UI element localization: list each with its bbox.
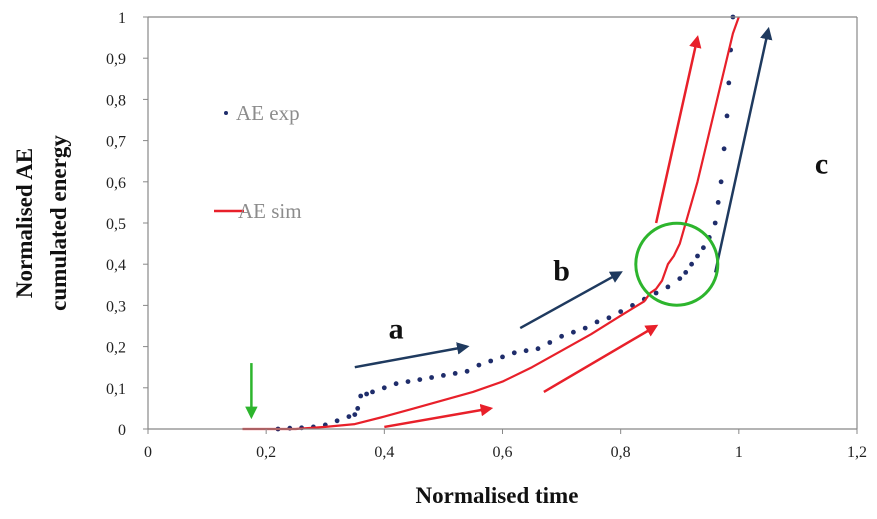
- data-point-ae-exp: [726, 80, 732, 86]
- y-tick-label: 0,5: [106, 216, 126, 233]
- y-tick-label: 0,1: [106, 381, 126, 398]
- annotation-arrow: [384, 403, 494, 429]
- x-axis-title: Normalised time: [416, 483, 579, 508]
- legend: AE exp AE sim: [214, 101, 302, 223]
- annotation-arrow: [543, 324, 659, 393]
- data-point-ae-exp: [724, 113, 730, 119]
- y-tick-label: 0,8: [106, 92, 126, 109]
- data-point-ae-exp: [417, 377, 423, 382]
- y-tick-label: 0,9: [106, 51, 126, 68]
- y-tick-label: 1: [118, 10, 126, 27]
- series-line-ae-sim: [242, 16, 740, 431]
- data-point-ae-exp: [715, 200, 721, 205]
- data-point-ae-exp: [523, 348, 529, 354]
- data-point-ae-exp: [464, 368, 470, 374]
- y-tick-label: 0,6: [106, 175, 126, 192]
- data-point-ae-exp: [712, 220, 718, 226]
- data-point-ae-exp: [405, 379, 411, 384]
- legend-marker-ae-exp: [224, 111, 228, 115]
- y-axis-title-line1: Normalised AE: [12, 148, 37, 298]
- data-point-ae-exp: [358, 393, 364, 399]
- y-tick-label: 0: [118, 422, 126, 439]
- x-tick-label: 1,2: [847, 444, 867, 461]
- data-point-ae-exp: [500, 354, 505, 360]
- data-point-ae-exp: [476, 362, 482, 368]
- data-point-ae-exp: [695, 253, 700, 259]
- data-point-ae-exp: [393, 381, 399, 387]
- x-tick-label: 0,8: [611, 444, 631, 461]
- y-tick-label: 0,3: [106, 298, 126, 315]
- data-point-ae-exp: [677, 276, 683, 281]
- data-point-ae-exp: [352, 412, 358, 417]
- y-tick-label: 0,4: [106, 257, 126, 274]
- data-point-ae-exp: [559, 333, 564, 339]
- data-point-ae-exp: [334, 418, 340, 424]
- legend-label-ae-exp: AE exp: [236, 101, 300, 125]
- data-point-ae-exp: [618, 309, 624, 314]
- annotation-label-b: b: [553, 255, 570, 288]
- annotation-label-c: c: [815, 148, 828, 181]
- data-point-ae-exp: [582, 325, 588, 331]
- x-tick-label: 1: [735, 444, 743, 461]
- x-tick-label: 0,6: [493, 444, 513, 461]
- data-point-ae-exp: [346, 414, 352, 419]
- data-point-ae-exp: [653, 290, 659, 296]
- annotation-arrow: [519, 271, 623, 330]
- annotation-arrow: [354, 342, 470, 369]
- data-point-ae-exp: [721, 146, 727, 152]
- highlight-circle: [634, 221, 720, 307]
- data-point-ae-exp: [355, 406, 361, 411]
- x-tick-label: 0,4: [374, 444, 394, 461]
- data-point-ae-exp: [488, 358, 494, 364]
- chart-marks: [242, 14, 740, 432]
- annotations: a b c: [245, 26, 828, 429]
- data-point-ae-exp: [381, 385, 387, 391]
- data-point-ae-exp: [370, 389, 375, 395]
- data-point-ae-exp: [683, 270, 689, 275]
- data-point-ae-exp: [594, 319, 600, 325]
- data-point-ae-exp: [452, 371, 458, 376]
- data-point-ae-exp: [547, 340, 553, 345]
- data-point-ae-exp: [606, 315, 612, 321]
- data-point-ae-exp: [429, 375, 434, 380]
- data-point-ae-exp: [665, 284, 671, 290]
- data-point-ae-exp: [535, 346, 541, 352]
- data-point-ae-exp: [571, 329, 576, 335]
- data-point-ae-exp: [511, 350, 517, 356]
- chart-ticks: 0 0,2 0,4 0,6 0,8 1 1,2 0 0,1 0,2 0,3 0,4 0,5 0,6 0,7 0…: [106, 10, 867, 461]
- legend-label-ae-sim: AE sim: [238, 199, 302, 223]
- annotation-label-a: a: [389, 312, 404, 345]
- x-tick-label: 0: [144, 444, 152, 461]
- data-point-ae-exp: [689, 261, 694, 267]
- annotation-arrow: [713, 26, 773, 273]
- data-point-ae-exp: [701, 245, 706, 251]
- y-tick-label: 0,2: [106, 340, 126, 357]
- annotation-arrow: [654, 35, 702, 224]
- data-point-ae-exp: [441, 373, 446, 378]
- y-axis-title-line2: cumulated energy: [46, 135, 71, 311]
- y-tick-label: 0,7: [106, 134, 126, 151]
- x-tick-label: 0,2: [256, 444, 276, 461]
- data-point-ae-exp: [718, 179, 724, 185]
- data-point-ae-exp: [364, 391, 369, 397]
- chart-axes: [147, 16, 858, 430]
